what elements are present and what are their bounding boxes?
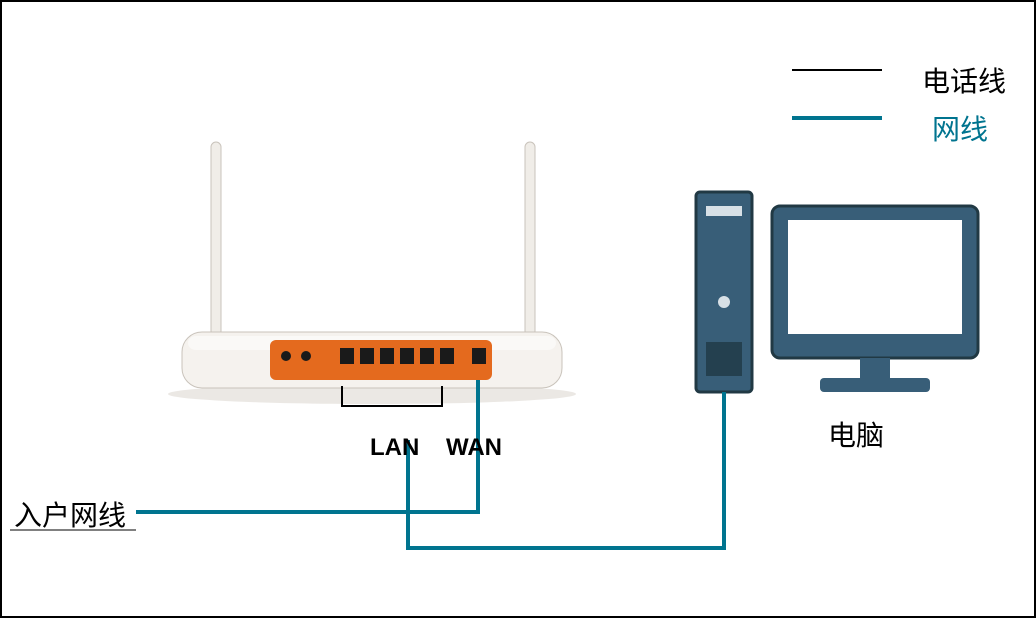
legend-phone-label: 电话线 bbox=[922, 60, 1006, 100]
legend-net-label: 网线 bbox=[932, 108, 988, 148]
diagram-svg bbox=[2, 2, 1036, 618]
router-lan-label: LAN bbox=[370, 434, 419, 462]
diagram-canvas: 电话线 网线 LAN WAN 电脑 入户网线 bbox=[0, 0, 1036, 618]
computer-label: 电脑 bbox=[828, 414, 884, 454]
router-wan-label: WAN bbox=[446, 434, 502, 462]
incoming-line-label: 入户网线 bbox=[14, 494, 126, 534]
